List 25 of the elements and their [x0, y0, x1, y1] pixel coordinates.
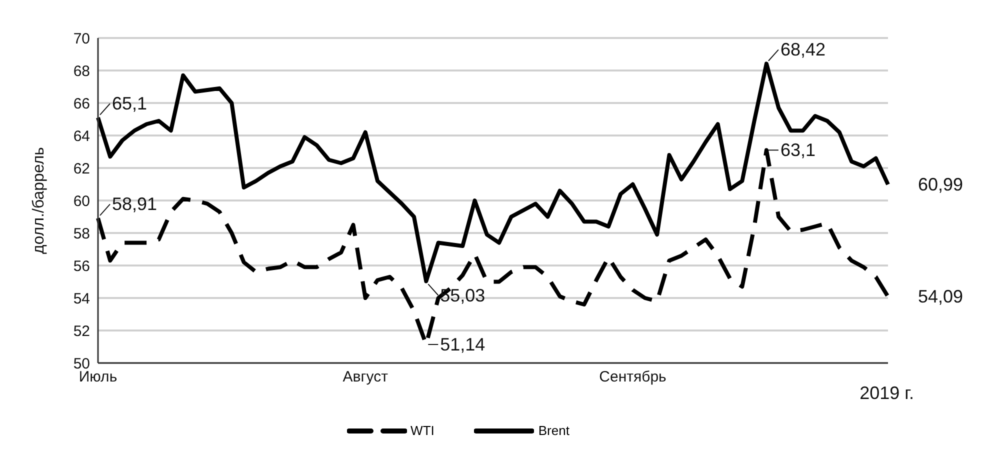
data-label: 54,09 [918, 286, 964, 307]
x-tick-label: Сентябрь [599, 368, 667, 386]
data-label: 60,99 [918, 174, 964, 194]
data-label: 65,1 [112, 94, 148, 114]
y-tick-label: 68 [73, 62, 90, 80]
y-tick-label: 62 [73, 160, 90, 178]
data-label: 51,14 [440, 334, 486, 354]
y-tick-label: 70 [73, 30, 90, 48]
y-tick-label: 60 [73, 192, 90, 210]
x-tick-label: Август [342, 368, 388, 386]
y-tick-label: 52 [73, 322, 90, 340]
y-tick-label: 56 [73, 258, 90, 275]
data-label: 55,03 [440, 285, 486, 306]
y-axis-title: долл./баррель [30, 147, 48, 254]
y-tick-label: 64 [73, 128, 90, 145]
y-tick-label: 66 [73, 95, 90, 112]
y-tick-label: 58 [73, 225, 90, 242]
legend-label: WTI [410, 423, 434, 438]
legend-label: Brent [538, 423, 570, 438]
data-label: 68,42 [780, 40, 826, 60]
data-label: 63,1 [780, 140, 816, 160]
line-series [96, 62, 890, 284]
data-label: 58,91 [112, 194, 158, 214]
y-tick-label: 54 [73, 290, 90, 308]
x-axis-title: 2019 г. [860, 383, 914, 403]
